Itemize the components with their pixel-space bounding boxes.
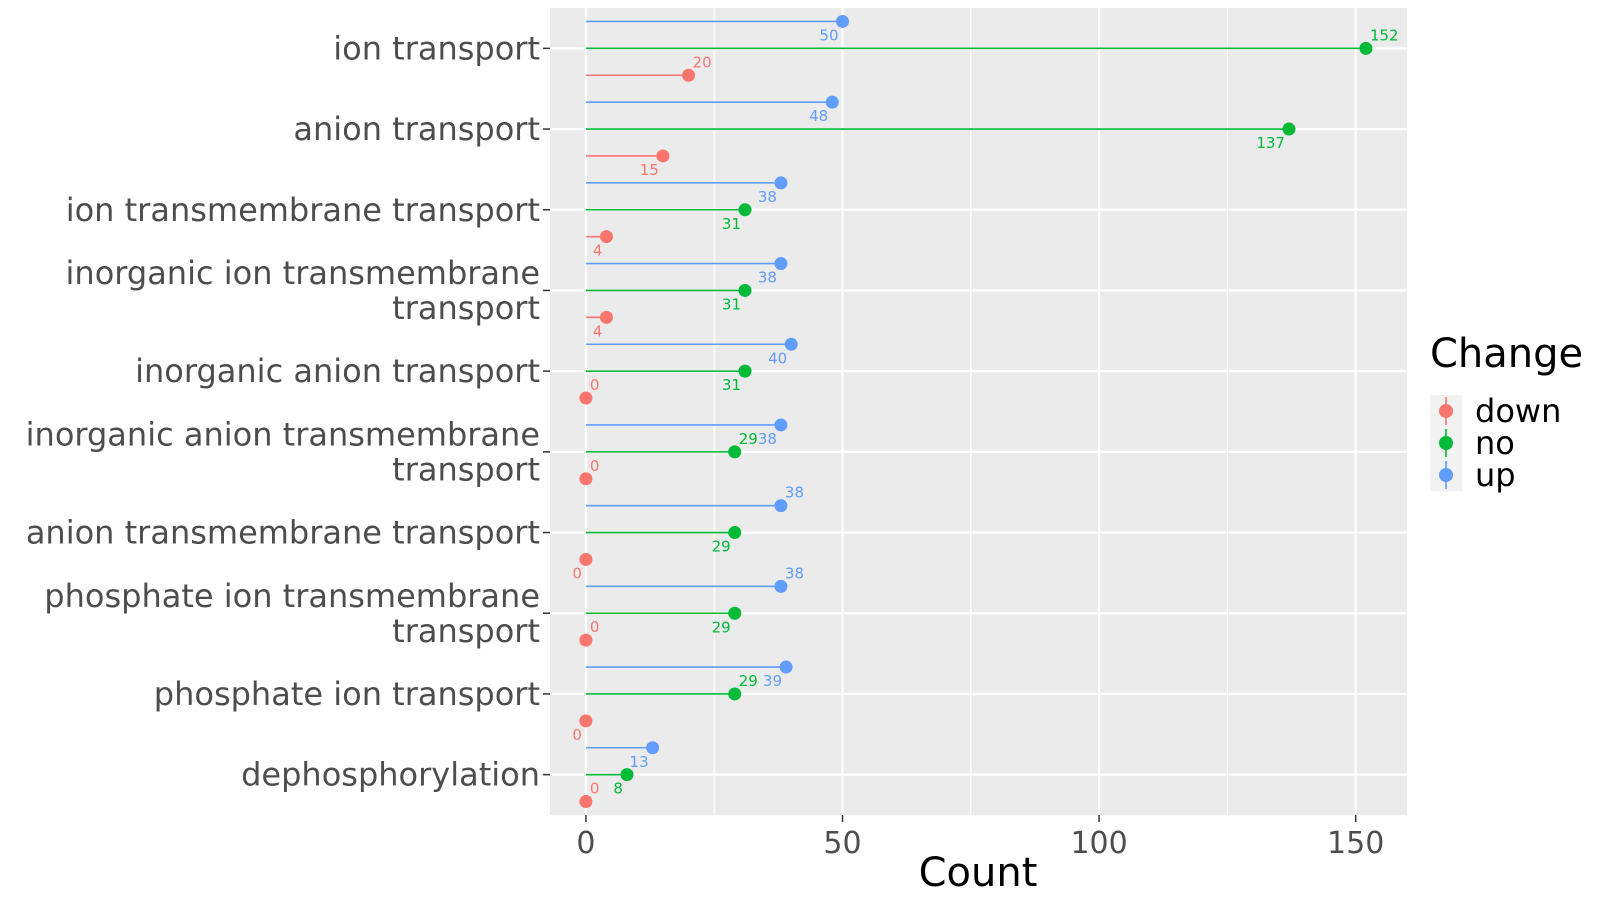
- lollipop-point-down: [599, 230, 613, 244]
- x-tick-label: 100: [1070, 826, 1127, 861]
- y-category-label: transport: [392, 612, 540, 650]
- data-label-down: 0: [572, 726, 582, 744]
- lollipop-point-down: [682, 68, 696, 82]
- lollipop-point-down: [579, 714, 593, 728]
- data-label-up: 38: [758, 430, 777, 448]
- y-category-label: phosphate ion transmembrane: [44, 577, 540, 615]
- lollipop-point-up: [774, 579, 788, 593]
- data-label-down: 0: [572, 564, 582, 582]
- lollipop-point-no: [738, 203, 752, 217]
- x-axis-title: Count: [919, 850, 1038, 896]
- data-label-down: 4: [593, 322, 603, 340]
- legend-key-point-no: [1439, 436, 1453, 450]
- lollipop-point-down: [579, 472, 593, 486]
- lollipop-point-up: [774, 176, 788, 190]
- lollipop-point-down: [599, 310, 613, 324]
- x-axis: 0 50 100 150: [576, 815, 1384, 861]
- y-category-label: inorganic ion transmembrane: [66, 254, 540, 292]
- data-label-up: 38: [785, 564, 804, 582]
- legend-title: Change: [1430, 331, 1583, 377]
- y-category-label: anion transport: [293, 110, 540, 148]
- lollipop-point-up: [836, 14, 850, 28]
- data-label-no: 29: [712, 618, 731, 636]
- minor-gridlines: [713, 8, 1228, 815]
- x-tick-label: 150: [1327, 826, 1384, 861]
- lollipop-point-no: [728, 687, 742, 701]
- y-category-label: anion transmembrane transport: [26, 514, 540, 552]
- lollipop-point-no: [728, 445, 742, 459]
- lollipop-point-up: [774, 418, 788, 432]
- data-label-down: 0: [590, 457, 600, 475]
- data-label-up: 38: [785, 484, 804, 502]
- lollipop-point-no: [1359, 41, 1373, 55]
- lollipop-point-down: [579, 552, 593, 566]
- y-category-label: inorganic anion transmembrane: [26, 415, 540, 453]
- data-label-no: 31: [722, 376, 741, 394]
- lollipop-point-up: [646, 741, 660, 755]
- data-label-up: 38: [758, 269, 777, 287]
- data-label-no: 29: [739, 672, 758, 690]
- legend-label-no: no: [1475, 424, 1515, 462]
- y-category-label: transport: [392, 289, 540, 327]
- lollipop-point-no: [728, 526, 742, 540]
- y-category-label: inorganic anion transport: [135, 352, 540, 390]
- data-label-up: 50: [819, 26, 838, 44]
- data-label-down: 0: [590, 376, 600, 394]
- chart-marks: 2015440000001521373131312929292985048383…: [572, 14, 1399, 809]
- data-label-up: 48: [809, 107, 828, 125]
- lollipop-point-up: [779, 660, 793, 674]
- data-label-up: 39: [763, 672, 782, 690]
- legend-key-point-down: [1439, 404, 1453, 418]
- data-label-up: 13: [630, 753, 649, 771]
- data-label-no: 137: [1256, 134, 1285, 152]
- data-label-no: 29: [739, 430, 758, 448]
- data-label-no: 31: [722, 295, 741, 313]
- y-category-label: dephosphorylation: [241, 756, 540, 794]
- y-category-label: transport: [392, 450, 540, 488]
- lollipop-point-down: [656, 149, 670, 163]
- lollipop-point-no: [738, 364, 752, 378]
- lollipop-point-no: [620, 768, 634, 782]
- y-category-label: ion transport: [333, 29, 540, 67]
- y-category-label: phosphate ion transport: [154, 675, 540, 713]
- x-tick-label: 50: [823, 826, 861, 861]
- x-tick-label: 0: [576, 826, 595, 861]
- legend-label-up: up: [1475, 456, 1516, 494]
- data-label-no: 8: [613, 780, 623, 798]
- lollipop-point-up: [774, 499, 788, 513]
- lollipop-point-down: [579, 391, 593, 405]
- plot-panel: [550, 8, 1407, 815]
- y-axis: ion transport anion transport ion transmem…: [26, 29, 550, 794]
- data-label-up: 38: [758, 188, 777, 206]
- lollipop-point-no: [738, 283, 752, 297]
- data-label-down: 15: [640, 161, 659, 179]
- data-label-down: 0: [590, 618, 600, 636]
- lollipop-point-no: [1282, 122, 1296, 136]
- lollipop-point-up: [784, 337, 798, 351]
- data-label-down: 4: [593, 242, 603, 260]
- data-label-down: 0: [590, 780, 600, 798]
- lollipop-point-down: [579, 633, 593, 647]
- lollipop-point-up: [825, 95, 839, 109]
- data-label-up: 40: [768, 349, 787, 367]
- data-label-down: 20: [693, 53, 712, 71]
- data-label-no: 152: [1370, 26, 1399, 44]
- data-label-no: 29: [712, 538, 731, 556]
- y-category-label: ion transmembrane transport: [66, 191, 540, 229]
- legend-label-down: down: [1475, 392, 1561, 430]
- lollipop-point-no: [728, 606, 742, 620]
- lollipop-point-down: [579, 795, 593, 809]
- legend-key-point-up: [1439, 468, 1453, 482]
- lollipop-point-up: [774, 257, 788, 271]
- data-label-no: 31: [722, 215, 741, 233]
